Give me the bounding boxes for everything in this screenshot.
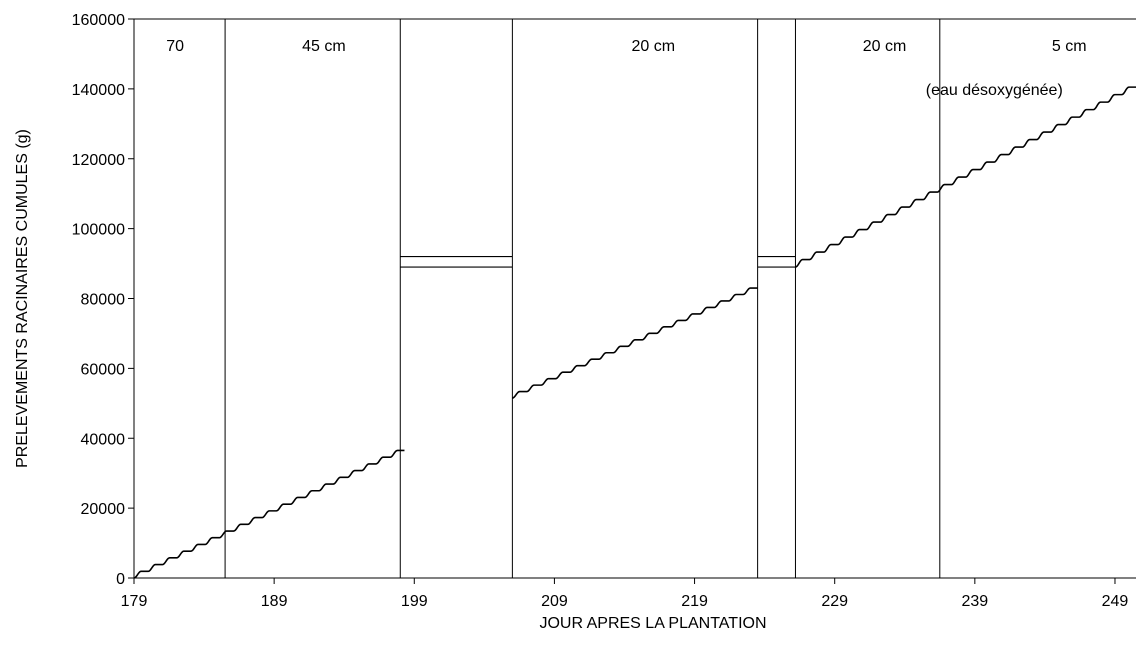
y-tick-label: 40000 [81, 431, 126, 448]
series-2-line [512, 287, 758, 399]
period-label: 70 [166, 38, 184, 55]
x-tick-label: 229 [821, 593, 848, 610]
period-label: 20 cm [863, 38, 907, 55]
y-tick-label: 60000 [81, 361, 126, 378]
x-tick-label: 249 [1102, 593, 1129, 610]
y-tick-label: 140000 [72, 82, 125, 99]
x-tick-label: 219 [681, 593, 708, 610]
y-tick-label: 20000 [81, 501, 126, 518]
x-tick-label: 199 [401, 593, 428, 610]
period-label: 5 cm [1052, 38, 1087, 55]
period-label: cm [166, 61, 187, 78]
period-label: 20 cm [631, 38, 675, 55]
period-boundaries [224, 19, 941, 578]
series-1-line [133, 449, 405, 579]
y-axis-title: PRELEVEMENTS RACINAIRES CUMULES (g) [14, 129, 31, 468]
data-series [133, 86, 1136, 579]
axes [133, 18, 1136, 579]
period-label: (eau désoxygénée) [926, 82, 1063, 99]
x-tick-label: 189 [261, 593, 288, 610]
y-tick-label: 160000 [72, 12, 125, 29]
y-tick-label: 100000 [72, 222, 125, 239]
period-label: 45 cm [302, 38, 346, 55]
y-tick-label: 80000 [81, 292, 126, 309]
x-tick-label: 179 [121, 593, 148, 610]
period-labels: 70 cm 45 cm 20 cm 20 cm 5 cm (eau désoxygénée) [166, 38, 1086, 99]
y-tick-label: 0 [116, 571, 125, 588]
x-axis-title: JOUR APRES LA PLANTATION [539, 615, 766, 632]
x-ticks: 179 189 199 209 219 229 239 249 [121, 578, 1129, 610]
y-ticks: 0 20000 40000 60000 80000 100000 120000 140000 1… [72, 12, 134, 588]
x-tick-label: 209 [541, 593, 568, 610]
x-tick-label: 239 [961, 593, 988, 610]
series-3-line [795, 86, 1136, 268]
period-gap-markers [400, 255, 796, 268]
y-tick-label: 120000 [72, 152, 125, 169]
